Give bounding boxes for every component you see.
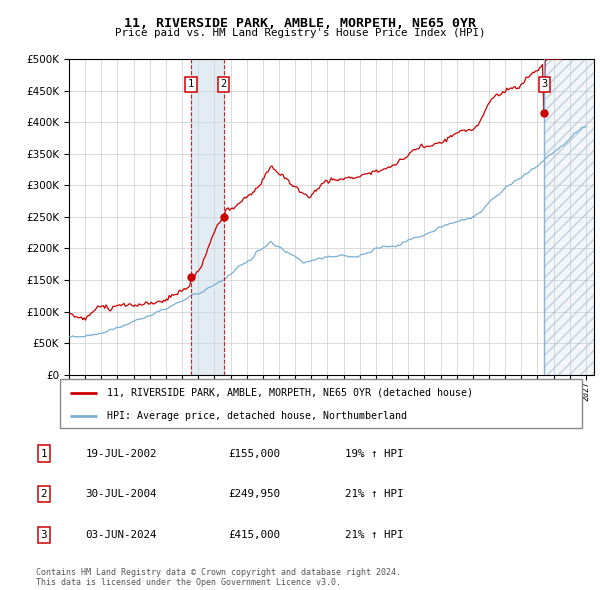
- Bar: [544, 59, 594, 375]
- FancyBboxPatch shape: [60, 379, 582, 428]
- Text: £155,000: £155,000: [229, 448, 281, 458]
- Text: 19% ↑ HPI: 19% ↑ HPI: [344, 448, 403, 458]
- Text: Contains HM Land Registry data © Crown copyright and database right 2024.: Contains HM Land Registry data © Crown c…: [36, 568, 401, 576]
- Text: 3: 3: [41, 530, 47, 540]
- Text: 21% ↑ HPI: 21% ↑ HPI: [344, 530, 403, 540]
- Bar: [191, 59, 224, 375]
- Text: 1: 1: [188, 79, 194, 89]
- Text: 11, RIVERSIDE PARK, AMBLE, MORPETH, NE65 0YR: 11, RIVERSIDE PARK, AMBLE, MORPETH, NE65…: [124, 17, 476, 30]
- Text: This data is licensed under the Open Government Licence v3.0.: This data is licensed under the Open Gov…: [36, 578, 341, 587]
- Text: 03-JUN-2024: 03-JUN-2024: [85, 530, 157, 540]
- Text: £249,950: £249,950: [229, 489, 281, 499]
- Text: 2: 2: [221, 79, 227, 89]
- Text: £415,000: £415,000: [229, 530, 281, 540]
- Text: 1: 1: [41, 448, 47, 458]
- Text: Price paid vs. HM Land Registry's House Price Index (HPI): Price paid vs. HM Land Registry's House …: [115, 28, 485, 38]
- Bar: [544, 59, 594, 375]
- Text: 3: 3: [541, 79, 547, 89]
- Text: HPI: Average price, detached house, Northumberland: HPI: Average price, detached house, Nort…: [107, 411, 407, 421]
- Text: 19-JUL-2002: 19-JUL-2002: [85, 448, 157, 458]
- Text: 11, RIVERSIDE PARK, AMBLE, MORPETH, NE65 0YR (detached house): 11, RIVERSIDE PARK, AMBLE, MORPETH, NE65…: [107, 388, 473, 398]
- Text: 30-JUL-2004: 30-JUL-2004: [85, 489, 157, 499]
- Text: 2: 2: [41, 489, 47, 499]
- Text: 21% ↑ HPI: 21% ↑ HPI: [344, 489, 403, 499]
